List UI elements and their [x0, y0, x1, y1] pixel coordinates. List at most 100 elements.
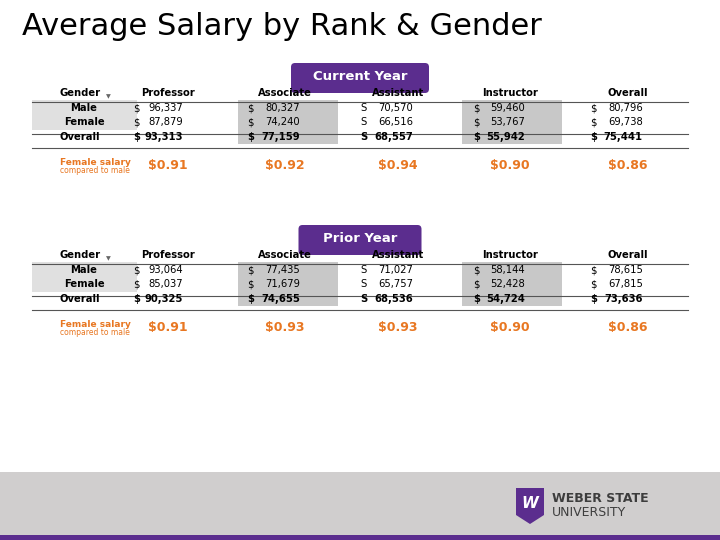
Text: 78,615: 78,615: [608, 265, 643, 275]
Text: $0.86: $0.86: [608, 321, 648, 334]
Text: compared to male: compared to male: [60, 328, 130, 337]
Text: $0.93: $0.93: [378, 321, 418, 334]
Bar: [462, 262, 562, 306]
Text: $: $: [247, 103, 253, 113]
Text: $: $: [473, 279, 480, 289]
Text: S: S: [360, 117, 366, 127]
Text: compared to male: compared to male: [60, 166, 130, 175]
Text: $: $: [590, 279, 596, 289]
Text: S: S: [360, 294, 367, 304]
Text: 65,757: 65,757: [378, 279, 413, 289]
Text: $: $: [133, 103, 140, 113]
Text: 68,557: 68,557: [374, 132, 413, 142]
Text: 71,027: 71,027: [378, 265, 413, 275]
Text: 58,144: 58,144: [490, 265, 525, 275]
Text: Instructor: Instructor: [482, 88, 538, 98]
Text: Male: Male: [71, 265, 97, 275]
Text: $0.91: $0.91: [148, 159, 188, 172]
Text: 66,516: 66,516: [378, 117, 413, 127]
Text: 90,325: 90,325: [145, 294, 183, 304]
Text: Professor: Professor: [141, 250, 195, 260]
Text: Instructor: Instructor: [482, 250, 538, 260]
Text: $0.93: $0.93: [265, 321, 305, 334]
Text: 77,435: 77,435: [265, 265, 300, 275]
Text: $: $: [590, 103, 596, 113]
Text: $: $: [590, 132, 597, 142]
Text: 70,570: 70,570: [378, 103, 413, 113]
Text: 75,441: 75,441: [604, 132, 643, 142]
Text: Gender: Gender: [60, 250, 101, 260]
Bar: [462, 100, 562, 144]
Bar: [238, 100, 338, 144]
Text: $: $: [133, 294, 140, 304]
Text: Female: Female: [63, 117, 104, 127]
Text: Current Year: Current Year: [312, 71, 408, 84]
Text: Associate: Associate: [258, 250, 312, 260]
Text: WEBER STATE: WEBER STATE: [552, 492, 649, 505]
Text: Overall: Overall: [60, 132, 101, 142]
Text: ▼: ▼: [106, 94, 111, 99]
Text: $: $: [247, 132, 254, 142]
Text: $: $: [473, 294, 480, 304]
Bar: [238, 262, 338, 306]
Text: Gender: Gender: [60, 88, 101, 98]
Text: 74,655: 74,655: [261, 294, 300, 304]
Text: S: S: [360, 132, 367, 142]
Text: 54,724: 54,724: [486, 294, 525, 304]
Bar: [32, 100, 137, 130]
Text: 87,879: 87,879: [148, 117, 183, 127]
Text: Male: Male: [71, 103, 97, 113]
Bar: [32, 262, 137, 292]
Text: Overall: Overall: [60, 294, 101, 304]
Text: 55,942: 55,942: [486, 132, 525, 142]
Polygon shape: [516, 488, 544, 524]
Text: $: $: [473, 117, 480, 127]
Text: Overall: Overall: [608, 250, 648, 260]
FancyBboxPatch shape: [291, 63, 429, 93]
Text: S: S: [360, 265, 366, 275]
Text: $: $: [247, 265, 253, 275]
Text: $: $: [473, 132, 480, 142]
Text: Associate: Associate: [258, 88, 312, 98]
Text: $0.90: $0.90: [490, 321, 530, 334]
Text: $0.91: $0.91: [148, 321, 188, 334]
Text: ▼: ▼: [106, 256, 111, 261]
Text: 93,313: 93,313: [145, 132, 183, 142]
Text: 53,767: 53,767: [490, 117, 525, 127]
Text: Female: Female: [63, 279, 104, 289]
Text: Assistant: Assistant: [372, 88, 424, 98]
Text: 73,636: 73,636: [605, 294, 643, 304]
Text: W: W: [521, 496, 539, 511]
Text: Female salary: Female salary: [60, 158, 131, 167]
Text: 93,064: 93,064: [148, 265, 183, 275]
Text: $0.86: $0.86: [608, 159, 648, 172]
FancyBboxPatch shape: [299, 225, 421, 255]
Text: $0.92: $0.92: [265, 159, 305, 172]
Text: $: $: [590, 294, 597, 304]
Text: Female salary: Female salary: [60, 320, 131, 329]
Text: Assistant: Assistant: [372, 250, 424, 260]
Text: $: $: [247, 117, 253, 127]
Text: 71,679: 71,679: [265, 279, 300, 289]
Bar: [0, 472, 720, 540]
Text: S: S: [360, 279, 366, 289]
Text: $0.94: $0.94: [378, 159, 418, 172]
Text: $: $: [133, 117, 140, 127]
Text: $: $: [133, 265, 140, 275]
Text: $: $: [133, 279, 140, 289]
Text: $: $: [473, 103, 480, 113]
Text: $: $: [133, 132, 140, 142]
Text: 68,536: 68,536: [374, 294, 413, 304]
Text: 77,159: 77,159: [261, 132, 300, 142]
Text: 59,460: 59,460: [490, 103, 525, 113]
Text: $: $: [247, 294, 254, 304]
Text: Average Salary by Rank & Gender: Average Salary by Rank & Gender: [22, 12, 542, 41]
Text: $0.90: $0.90: [490, 159, 530, 172]
Text: Prior Year: Prior Year: [323, 233, 397, 246]
Bar: [0, 535, 720, 540]
Text: $: $: [473, 265, 480, 275]
Text: 85,037: 85,037: [148, 279, 183, 289]
Text: 69,738: 69,738: [608, 117, 643, 127]
Text: 67,815: 67,815: [608, 279, 643, 289]
Text: 52,428: 52,428: [490, 279, 525, 289]
